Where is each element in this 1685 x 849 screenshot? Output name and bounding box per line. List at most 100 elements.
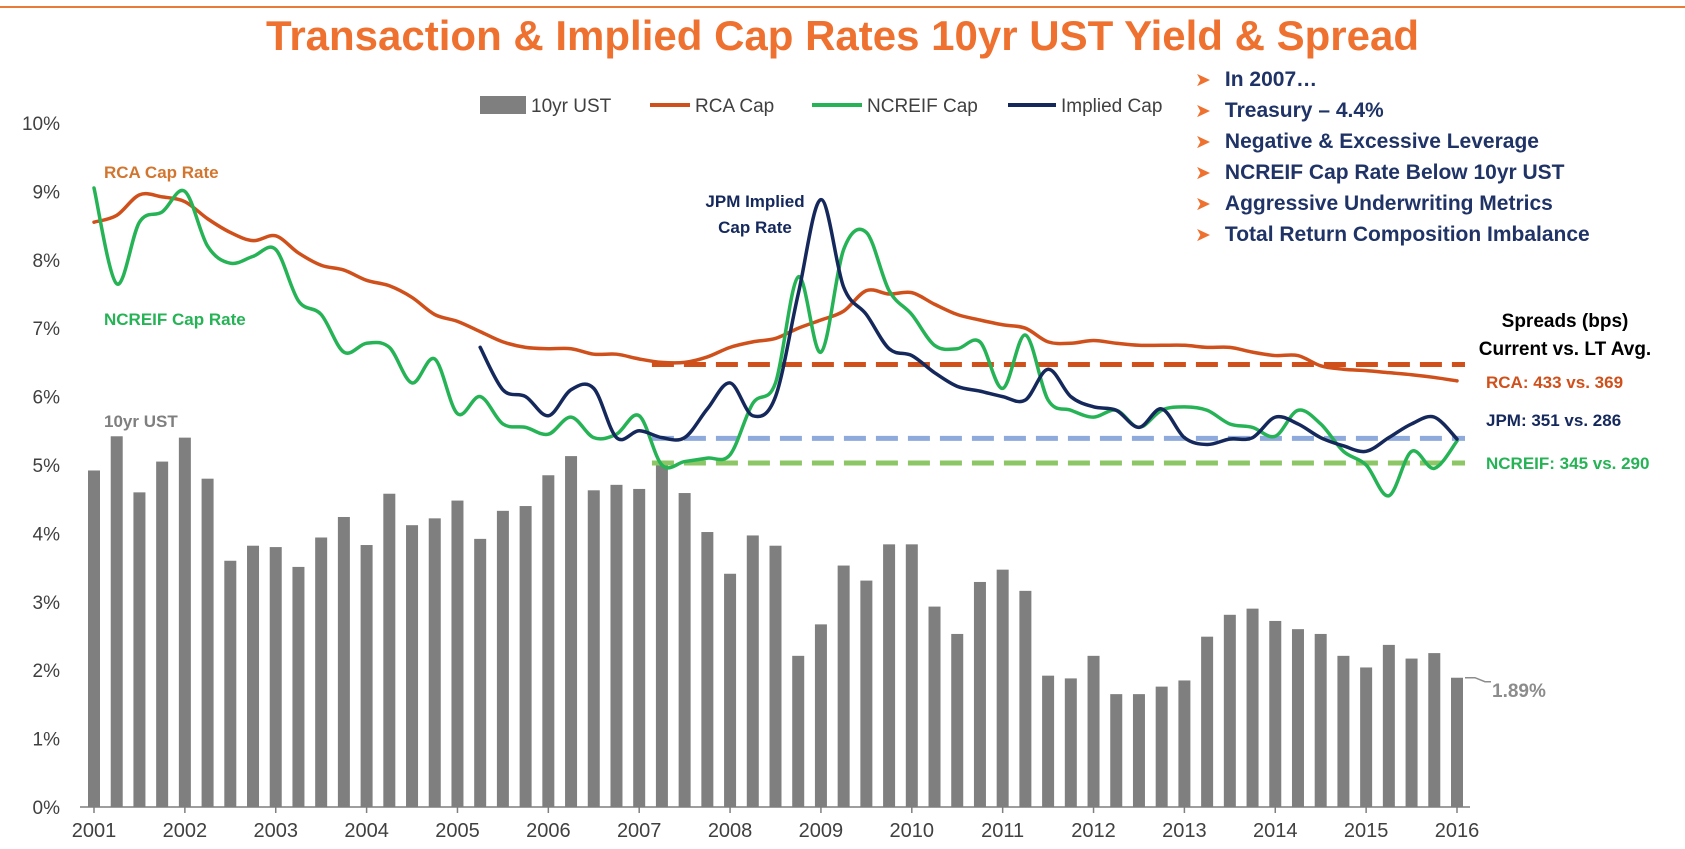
- ust-bar: [542, 475, 555, 807]
- y-tick-label: 5%: [33, 456, 61, 477]
- last-ust-leader: [1465, 676, 1491, 683]
- x-tick-label: 2008: [708, 820, 753, 842]
- ust-bar: [1155, 686, 1168, 807]
- bullet-text: Total Return Composition Imbalance: [1224, 223, 1590, 246]
- ust-bar: [1019, 590, 1032, 807]
- ust-bar: [996, 569, 1009, 807]
- ust-bar: [678, 493, 691, 807]
- bullet-text: Aggressive Underwriting Metrics: [1224, 192, 1553, 215]
- ust-bar: [133, 492, 146, 807]
- y-tick-label: 10%: [22, 114, 60, 135]
- x-tick-label: 2003: [253, 820, 298, 842]
- bullet-item: ➤ In 2007…: [1195, 64, 1590, 95]
- y-tick-label: 3%: [33, 593, 61, 614]
- ust-bar: [746, 535, 759, 807]
- x-tick-label: 2014: [1253, 820, 1298, 842]
- ust-bar: [860, 580, 873, 807]
- ust-label: 10yr UST: [104, 412, 178, 431]
- y-tick-label: 2%: [33, 661, 61, 682]
- rca-cap-line: [92, 191, 1459, 383]
- ust-bar: [883, 544, 896, 807]
- ust-bar: [610, 484, 623, 807]
- ust-bar: [224, 560, 237, 807]
- ust-bar: [1042, 675, 1055, 807]
- ust-bar: [178, 437, 191, 807]
- ust-bar: [292, 566, 305, 807]
- bullet-item: ➤ NCREIF Cap Rate Below 10yr UST: [1195, 157, 1590, 188]
- ust-bar: [701, 532, 714, 807]
- ust-bar: [337, 516, 350, 807]
- ust-bar: [587, 490, 600, 807]
- x-tick-label: 2002: [163, 820, 208, 842]
- ust-bar: [655, 462, 668, 807]
- ust-bar: [1064, 678, 1077, 807]
- x-tick-label: 2005: [435, 820, 480, 842]
- ust-bar: [792, 655, 805, 807]
- legend-item-ust-label: 10yr UST: [531, 96, 612, 117]
- top-rule: [0, 6, 1685, 8]
- arrow-icon: ➤: [1195, 163, 1211, 184]
- ust-bar: [1291, 629, 1304, 807]
- legend-item-rca-label: RCA Cap: [695, 96, 774, 117]
- ust-bar: [633, 488, 646, 807]
- arrow-icon: ➤: [1195, 194, 1211, 215]
- x-tick-label: 2010: [890, 820, 935, 842]
- ncreif-cap-rate-label: NCREIF Cap Rate: [104, 310, 246, 329]
- x-tick-label: 2004: [344, 820, 389, 842]
- ust-bar: [1360, 667, 1373, 807]
- ust-bar: [201, 478, 214, 807]
- bullet-item: ➤ Treasury – 4.4%: [1195, 95, 1590, 126]
- ust-bar: [565, 456, 578, 807]
- ust-bar: [269, 547, 282, 807]
- bullet-item: ➤ Aggressive Underwriting Metrics: [1195, 188, 1590, 219]
- ust-bar: [451, 500, 464, 807]
- ust-bar: [837, 565, 850, 807]
- ust-bar: [110, 436, 123, 807]
- x-tick-label: 2007: [617, 820, 662, 842]
- ust-bar: [1269, 620, 1282, 807]
- arrow-icon: ➤: [1195, 132, 1211, 153]
- ust-bar: [1178, 680, 1191, 807]
- ust-bar: [1451, 677, 1463, 807]
- ust-bar: [383, 493, 396, 807]
- ust-bar: [769, 545, 782, 807]
- y-tick-label: 9%: [33, 182, 61, 203]
- y-tick-label: 7%: [33, 319, 61, 340]
- implied-cap-line: [478, 197, 1459, 454]
- bullet-item: ➤ Total Return Composition Imbalance: [1195, 219, 1590, 250]
- ust-bar: [1087, 655, 1100, 807]
- ust-bar: [496, 510, 509, 807]
- ust-bar: [814, 624, 827, 807]
- ust-bar: [973, 581, 986, 807]
- spread-ncreif: NCREIF: 345 vs. 290: [1486, 454, 1650, 473]
- x-tick-label: 2013: [1162, 820, 1207, 842]
- x-tick-label: 2006: [526, 820, 571, 842]
- ust-bar: [1201, 636, 1214, 807]
- bullet-item: ➤ Negative & Excessive Leverage: [1195, 126, 1590, 157]
- ust-bar: [519, 506, 532, 807]
- ust-bar: [360, 545, 373, 807]
- ust-bar: [928, 606, 941, 807]
- spread-rca: RCA: 433 vs. 369: [1486, 373, 1624, 392]
- axes: 0% 1% 2% 3% 4% 5% 6% 7% 8% 9% 10% 2001 2002 2003 2004 2…: [22, 114, 1479, 842]
- spread-jpm: JPM: 351 vs. 286: [1486, 411, 1622, 430]
- ust-bars: [88, 436, 1491, 807]
- legend-item-ncreif-label: NCREIF Cap: [867, 96, 978, 117]
- bullet-text: Treasury – 4.4%: [1224, 99, 1384, 122]
- y-tick-label: 6%: [33, 388, 61, 409]
- y-tick-label: 1%: [33, 730, 61, 751]
- chart-title: Transaction & Implied Cap Rates 10yr UST…: [265, 12, 1420, 59]
- ust-bar: [1110, 694, 1123, 807]
- ust-bar: [1246, 608, 1259, 807]
- ust-bar: [1223, 614, 1236, 807]
- spreads-heading-1: Spreads (bps): [1501, 311, 1629, 332]
- ust-bar: [406, 525, 419, 807]
- bullet-list: ➤ In 2007… ➤ Treasury – 4.4% ➤ Negative & E…: [1195, 64, 1590, 250]
- ust-bar: [905, 544, 918, 807]
- spreads-heading-2: Current vs. LT Avg.: [1478, 339, 1652, 360]
- ncreif-cap-line: [92, 186, 1459, 498]
- ust-bar: [1132, 694, 1145, 807]
- y-tick-label: 0%: [33, 798, 61, 819]
- average-lines: [651, 361, 1465, 466]
